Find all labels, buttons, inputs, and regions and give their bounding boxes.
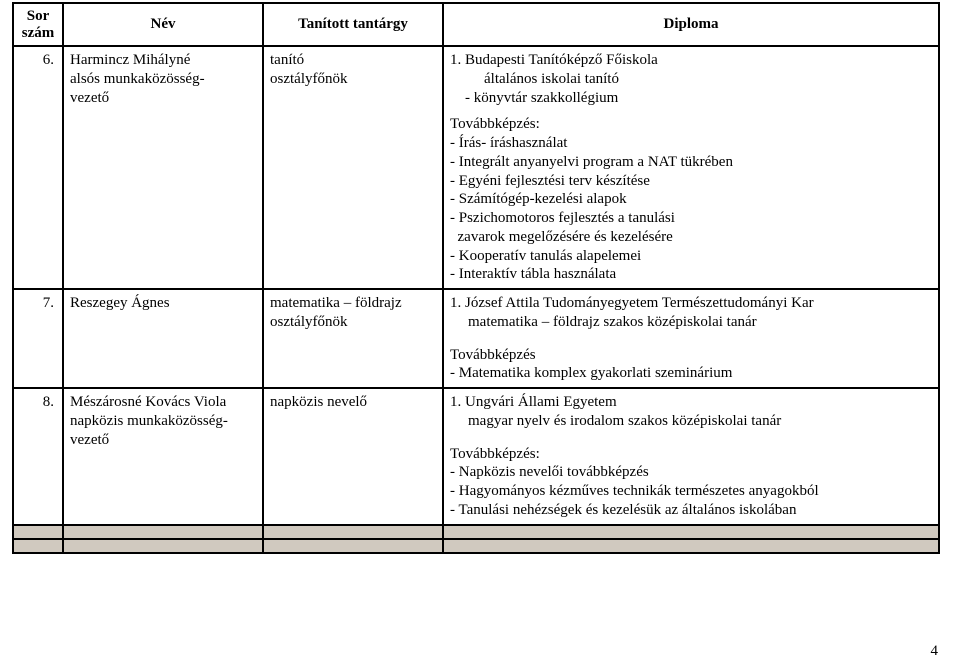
empty-cell — [13, 539, 63, 553]
page-number: 4 — [931, 643, 939, 660]
cell-dipl-intro: 1. Budapesti Tanítóképző Főiskola általá… — [443, 46, 939, 111]
cell-tant: napközis nevelő — [263, 388, 443, 525]
header-sor: Sor szám — [13, 3, 63, 46]
cell-dipl: 1. József Attila Tudományegyetem Termész… — [443, 289, 939, 388]
table-header-row: Sor szám Név Tanított tantárgy Diploma — [13, 3, 939, 46]
cell-dipl-tovabb: Továbbképzés: - Írás- íráshasználat - In… — [443, 111, 939, 289]
cell-nev: Mészárosné Kovács Viola napközis munkakö… — [63, 388, 263, 525]
header-dipl: Diploma — [443, 3, 939, 46]
table-row: 6. Harmincz Mihályné alsós munkaközösség… — [13, 46, 939, 111]
empty-cell — [443, 525, 939, 539]
cell-sor: 8. — [13, 388, 63, 525]
empty-cell — [263, 539, 443, 553]
empty-cell — [63, 539, 263, 553]
cell-nev: Harmincz Mihályné alsós munkaközösség- v… — [63, 46, 263, 289]
cell-sor: 6. — [13, 46, 63, 289]
table-row-empty — [13, 525, 939, 539]
table-row-empty — [13, 539, 939, 553]
cell-tant: tanító osztályfőnök — [263, 46, 443, 289]
table-row: 8. Mészárosné Kovács Viola napközis munk… — [13, 388, 939, 525]
cell-tant: matematika – földrajz osztályfőnök — [263, 289, 443, 388]
table-row: 7. Reszegey Ágnes matematika – földrajz … — [13, 289, 939, 388]
cell-sor: 7. — [13, 289, 63, 388]
header-tant: Tanított tantárgy — [263, 3, 443, 46]
teacher-table: Sor szám Név Tanított tantárgy Diploma 6… — [12, 2, 940, 554]
cell-nev: Reszegey Ágnes — [63, 289, 263, 388]
header-nev: Név — [63, 3, 263, 46]
empty-cell — [263, 525, 443, 539]
empty-cell — [443, 539, 939, 553]
empty-cell — [13, 525, 63, 539]
empty-cell — [63, 525, 263, 539]
cell-dipl: 1. Ungvári Állami Egyetem magyar nyelv é… — [443, 388, 939, 525]
